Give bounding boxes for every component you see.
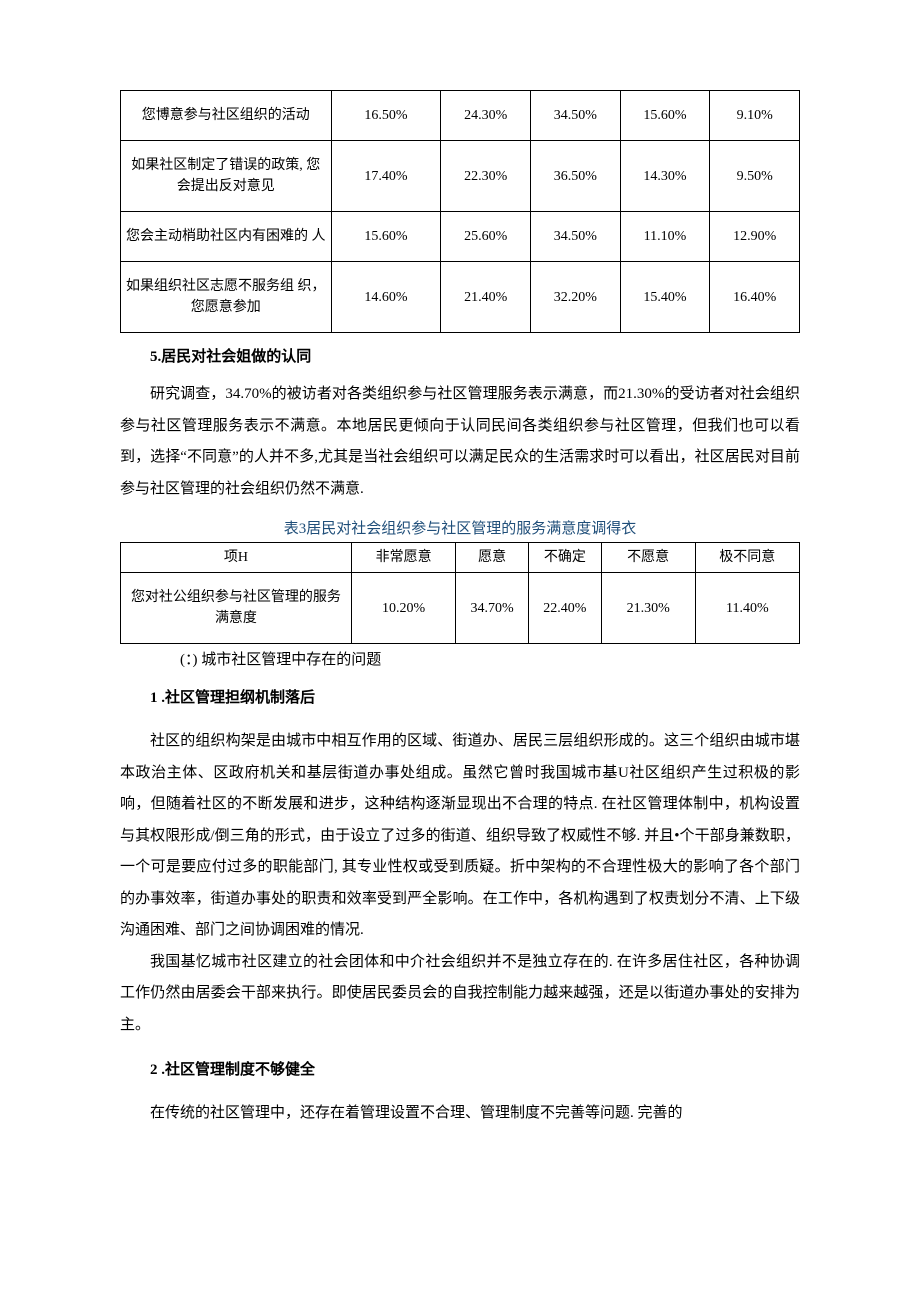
heading-2: 2 .社区管理制度不够健全 [120,1057,800,1084]
cell: 22.30% [441,141,531,212]
cell: 16.40% [710,262,800,333]
cell: 11.10% [620,212,710,262]
cell: 12.90% [710,212,800,262]
row-label: 如果社区制定了错误的政策, 您会提出反对意见 [121,141,332,212]
table-row: 您对社公组织参与社区管理的服务 满意度 10.20% 34.70% 22.40%… [121,573,800,644]
table-row: 您会主动梢助社区内有困难的 人 15.60% 25.60% 34.50% 11.… [121,212,800,262]
paragraph-2: 我国基忆城市社区建立的社会团体和中介社会组织并不是独立存在的. 在许多居住社区，… [120,947,800,1042]
table-row: 如果社区制定了错误的政策, 您会提出反对意见 17.40% 22.30% 36.… [121,141,800,212]
paragraph-1: 社区的组织构架是由城市中相互作用的区域、街道办、居民三层组织形成的。这三个组织由… [120,726,800,947]
cell: 15.60% [620,91,710,141]
col-header: 愿意 [456,543,529,573]
cell: 34.50% [531,91,621,141]
cell: 10.20% [351,573,455,644]
row-label: 如果组织社区志愿不服务组 织，您愿意参加 [121,262,332,333]
cell: 15.40% [620,262,710,333]
cell: 34.70% [456,573,529,644]
subsection-label: (：) 城市社区管理中存在的问题 [120,648,800,669]
row-label: 您会主动梢助社区内有困难的 人 [121,212,332,262]
table-row: 您博意参与社区组织的活动 16.50% 24.30% 34.50% 15.60%… [121,91,800,141]
col-header: 极不同意 [695,543,799,573]
col-header: 不确定 [529,543,602,573]
cell: 14.60% [331,262,441,333]
table-row: 如果组织社区志愿不服务组 织，您愿意参加 14.60% 21.40% 32.20… [121,262,800,333]
cell: 14.30% [620,141,710,212]
row-label: 您博意参与社区组织的活动 [121,91,332,141]
cell: 9.50% [710,141,800,212]
cell: 25.60% [441,212,531,262]
cell: 36.50% [531,141,621,212]
cell: 32.20% [531,262,621,333]
participation-table: 您博意参与社区组织的活动 16.50% 24.30% 34.50% 15.60%… [120,90,800,333]
table-3-caption: 表3居民对社会组织参与社区管理的服务满意度调得衣 [120,517,800,538]
cell: 9.10% [710,91,800,141]
row-label: 您对社公组织参与社区管理的服务 满意度 [121,573,352,644]
cell: 21.30% [601,573,695,644]
col-header: 不愿意 [601,543,695,573]
col-header: 非常愿意 [351,543,455,573]
cell: 16.50% [331,91,441,141]
cell: 17.40% [331,141,441,212]
table-header-row: 项H 非常愿意 愿意 不确定 不愿意 极不同意 [121,543,800,573]
cell: 11.40% [695,573,799,644]
heading-1: 1 .社区管理担纲机制落后 [120,685,800,712]
cell: 21.40% [441,262,531,333]
cell: 22.40% [529,573,602,644]
cell: 15.60% [331,212,441,262]
paragraph-3: 在传统的社区管理中，还存在着管理设置不合理、管理制度不完善等问题. 完善的 [120,1098,800,1130]
cell: 24.30% [441,91,531,141]
section-5-title: 5.居民对社会姐做的认同 [120,345,800,369]
section-5-paragraph: 研究调查，34.70%的被访者对各类组织参与社区管理服务表示满意，而21.30%… [120,379,800,505]
col-header: 项H [121,543,352,573]
cell: 34.50% [531,212,621,262]
satisfaction-table: 项H 非常愿意 愿意 不确定 不愿意 极不同意 您对社公组织参与社区管理的服务 … [120,542,800,644]
